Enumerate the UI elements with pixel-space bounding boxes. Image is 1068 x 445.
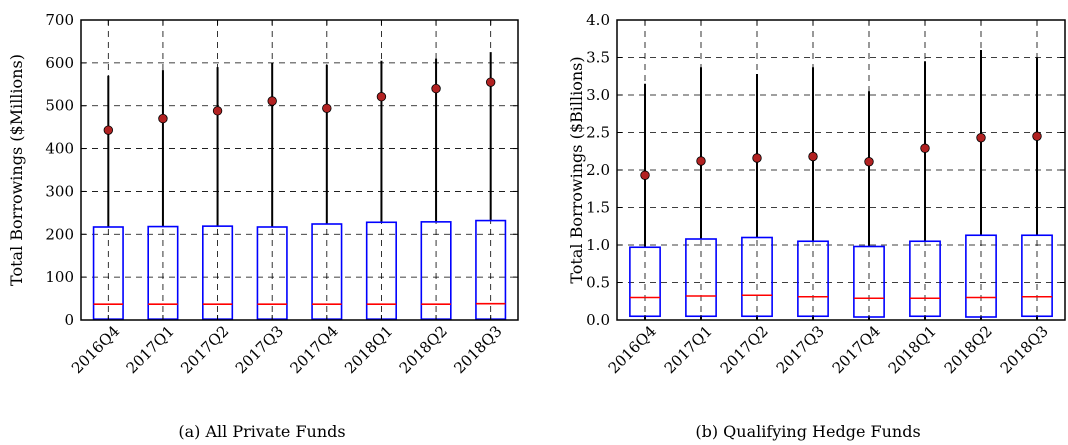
mean-marker bbox=[158, 113, 168, 124]
x-tick-label: 2016Q4 bbox=[605, 322, 660, 377]
y-tick-label: 2.5 bbox=[586, 124, 610, 142]
x-tick-label: 2018Q1 bbox=[341, 322, 396, 377]
y-tick-label: 400 bbox=[45, 140, 74, 158]
y-tick-label: 2.0 bbox=[586, 161, 610, 179]
mean-marker bbox=[431, 83, 441, 94]
panel-a-all-private-funds: 0 100 200 300 400 500 600 700 2016Q4 2017Q1 2017Q2… bbox=[7, 11, 519, 377]
y-axis-label: Total Borrowings ($Millions) bbox=[7, 54, 26, 286]
mean-marker bbox=[752, 153, 762, 163]
caption-a: (a) All Private Funds bbox=[178, 422, 345, 441]
y-tick-label: 700 bbox=[45, 11, 74, 29]
x-tick-label: 2017Q4 bbox=[829, 322, 884, 377]
mean-marker bbox=[640, 170, 650, 180]
y-tick-label: 300 bbox=[45, 182, 74, 200]
mean-marker bbox=[808, 151, 818, 162]
x-tick-label: 2018Q2 bbox=[396, 322, 451, 377]
y-tick-label: 1.5 bbox=[586, 199, 610, 217]
mean-marker bbox=[920, 143, 930, 153]
mean-marker bbox=[103, 125, 114, 135]
y-tick-label: 3.0 bbox=[586, 86, 610, 104]
y-axis-label: Total Borrowings ($Billions) bbox=[567, 56, 586, 283]
y-tick-label: 3.5 bbox=[586, 49, 610, 67]
mean-marker bbox=[976, 133, 986, 143]
mean-marker bbox=[322, 103, 332, 113]
caption-b: (b) Qualifying Hedge Funds bbox=[695, 422, 920, 441]
y-tick-label: 0.5 bbox=[586, 274, 610, 292]
x-tick-label: 2017Q2 bbox=[177, 322, 232, 377]
mean-marker bbox=[485, 77, 496, 87]
x-tick-label: 2018Q3 bbox=[450, 322, 505, 377]
x-tick-label: 2018Q1 bbox=[885, 322, 940, 377]
x-tick-label: 2017Q1 bbox=[661, 322, 716, 377]
box bbox=[629, 246, 661, 318]
mean-marker bbox=[267, 96, 277, 106]
x-tick-label: 2018Q3 bbox=[997, 322, 1052, 377]
x-tick-label: 2018Q2 bbox=[941, 322, 996, 377]
x-tick-label: 2017Q3 bbox=[232, 322, 287, 377]
mean-marker bbox=[1032, 131, 1042, 141]
y-tick-label: 1.0 bbox=[586, 236, 610, 254]
x-tick-label: 2017Q4 bbox=[286, 322, 341, 377]
plot-frame bbox=[80, 19, 519, 321]
y-tick-label: 0 bbox=[64, 311, 74, 329]
y-tick-label: 200 bbox=[45, 225, 74, 243]
y-tick-label: 500 bbox=[45, 97, 74, 115]
mean-marker bbox=[696, 156, 706, 166]
x-tick-label: 2017Q3 bbox=[773, 322, 828, 377]
y-tick-label: 4.0 bbox=[586, 11, 610, 29]
mean-marker bbox=[864, 157, 874, 167]
plot-frame bbox=[616, 19, 1066, 321]
mean-marker bbox=[376, 92, 387, 102]
x-tick-label: 2017Q1 bbox=[123, 322, 178, 377]
x-tick-label: 2016Q4 bbox=[68, 322, 123, 377]
mean-marker bbox=[212, 106, 223, 116]
y-tick-label: 0.0 bbox=[586, 311, 610, 329]
x-tick-label: 2017Q2 bbox=[717, 322, 772, 377]
y-tick-label: 600 bbox=[45, 54, 74, 72]
y-tick-label: 100 bbox=[45, 268, 74, 286]
